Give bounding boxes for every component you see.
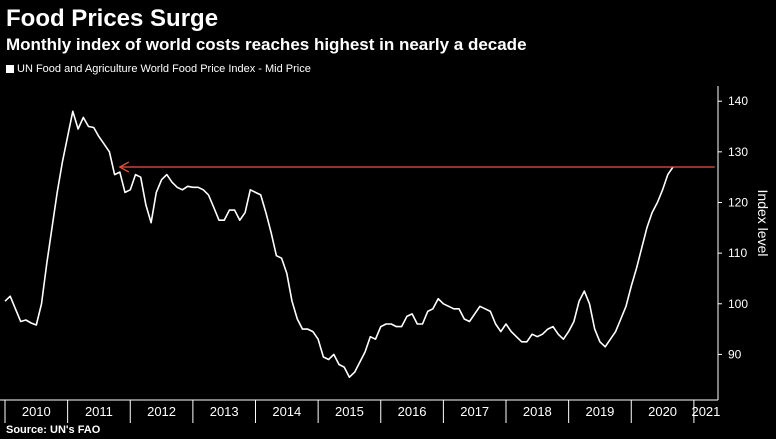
x-tick-label: 2015 <box>335 404 364 419</box>
y-tick-label: 130 <box>728 145 748 159</box>
x-tick-label: 2012 <box>147 404 176 419</box>
x-tick-label: 2010 <box>22 404 51 419</box>
x-tick-label: 2013 <box>210 404 239 419</box>
x-tick-label: 2014 <box>272 404 301 419</box>
x-tick-label: 2019 <box>585 404 614 419</box>
axes <box>0 86 719 401</box>
y-tick-label: 120 <box>728 195 748 209</box>
chart-title: Food Prices Surge <box>6 5 219 32</box>
legend-swatch <box>6 65 14 73</box>
x-tick-label: 2011 <box>85 404 113 419</box>
annotation-layer <box>118 161 715 173</box>
arrow-head <box>118 161 130 173</box>
y-tick-label: 90 <box>728 347 742 361</box>
y-tick-label: 140 <box>728 94 748 108</box>
y-tick-label: 100 <box>728 297 748 311</box>
legend-label: UN Food and Agriculture World Food Price… <box>17 63 311 75</box>
x-tick-label: 2021 <box>691 404 720 419</box>
y-tick-label: 110 <box>728 246 747 260</box>
chart-subtitle: Monthly index of world costs reaches hig… <box>6 35 527 54</box>
x-tick-label: 2018 <box>523 404 552 419</box>
y-axis-label: Index level <box>755 190 771 257</box>
x-tick-label: 2020 <box>648 404 677 419</box>
source-note: Source: UN's FAO <box>6 424 101 436</box>
series-line <box>4 110 674 379</box>
series-layer <box>4 110 674 379</box>
x-tick-label: 2017 <box>460 404 489 419</box>
x-tick-label: 2016 <box>398 404 427 419</box>
legend: UN Food and Agriculture World Food Price… <box>6 62 311 76</box>
x-axis-ticks: 2010 2011 2012 2013 2014 2015 2016 2017 2018 2019… <box>4 400 720 423</box>
y-axis-ticks: 90 100 110 120 130 140 <box>718 94 748 361</box>
